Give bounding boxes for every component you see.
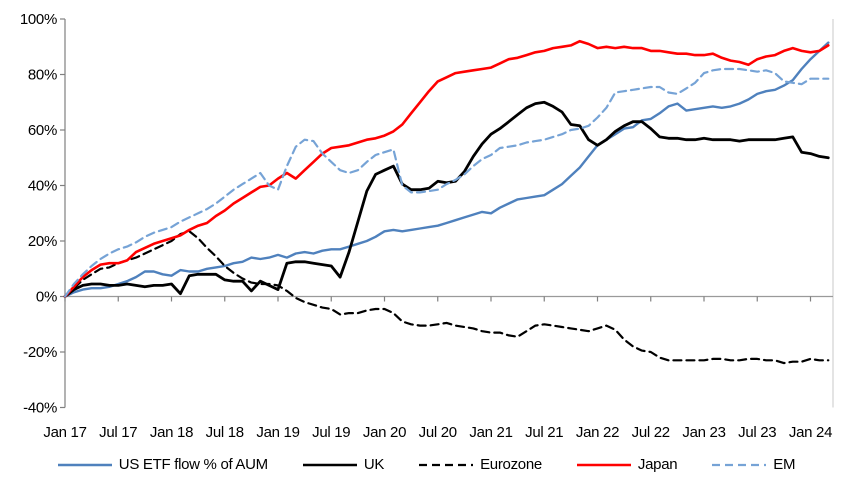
- y-axis-label: 40%: [28, 178, 57, 195]
- x-axis-label: Jul 23: [738, 424, 776, 441]
- x-axis-label: Jan 24: [789, 424, 832, 441]
- x-axis-label: Jan 17: [43, 424, 86, 441]
- x-axis-label: Jul 21: [525, 424, 563, 441]
- legend-line-swatch: [302, 463, 357, 466]
- legend-label: EM: [773, 456, 796, 473]
- series-line-japan: [63, 39, 830, 298]
- y-axis-label: 0%: [36, 289, 57, 306]
- legend-label: US ETF flow % of AUM: [118, 456, 268, 473]
- legend-line-swatch: [576, 463, 631, 466]
- x-axis-label: Jan 22: [576, 424, 619, 441]
- x-axis-label: Jul 19: [312, 424, 350, 441]
- series-line-em: [63, 67, 830, 298]
- series-line-eurozone: [63, 230, 830, 365]
- x-axis-label: Jan 19: [256, 424, 299, 441]
- x-axis-label: Jan 21: [469, 424, 512, 441]
- x-axis-label: Jul 20: [419, 424, 457, 441]
- legend-item-japan: Japan: [576, 456, 678, 473]
- legend-line-swatch: [712, 463, 767, 466]
- y-axis-label: -20%: [23, 344, 57, 361]
- y-axis-label: 100%: [20, 11, 57, 28]
- y-axis-label: 60%: [28, 122, 57, 139]
- legend-line-swatch: [57, 463, 112, 466]
- series-line-us-etf-flow-of-aum: [63, 41, 830, 298]
- x-axis-label: Jul 22: [632, 424, 670, 441]
- y-axis-label: -40%: [23, 400, 57, 417]
- legend-line-swatch: [419, 463, 474, 466]
- y-axis-label: 80%: [28, 67, 57, 84]
- legend-label: Japan: [637, 456, 678, 473]
- legend-label: UK: [363, 456, 385, 473]
- y-axis-label: 20%: [28, 233, 57, 250]
- legend-label: Eurozone: [480, 456, 542, 473]
- legend-item-us-etf-flow-of-aum: US ETF flow % of AUM: [57, 456, 268, 473]
- chart-legend: US ETF flow % of AUM UK Eurozone Japan EM: [0, 456, 852, 473]
- legend-item-em: EM: [711, 456, 795, 473]
- legend-item-eurozone: Eurozone: [418, 456, 542, 473]
- x-axis-label: Jan 18: [150, 424, 193, 441]
- x-axis-label: Jul 18: [206, 424, 244, 441]
- series-line-uk: [63, 100, 830, 298]
- legend-item-uk: UK: [302, 456, 384, 473]
- x-axis-label: Jan 20: [363, 424, 406, 441]
- x-axis-label: Jul 17: [99, 424, 137, 441]
- x-axis-label: Jan 23: [682, 424, 725, 441]
